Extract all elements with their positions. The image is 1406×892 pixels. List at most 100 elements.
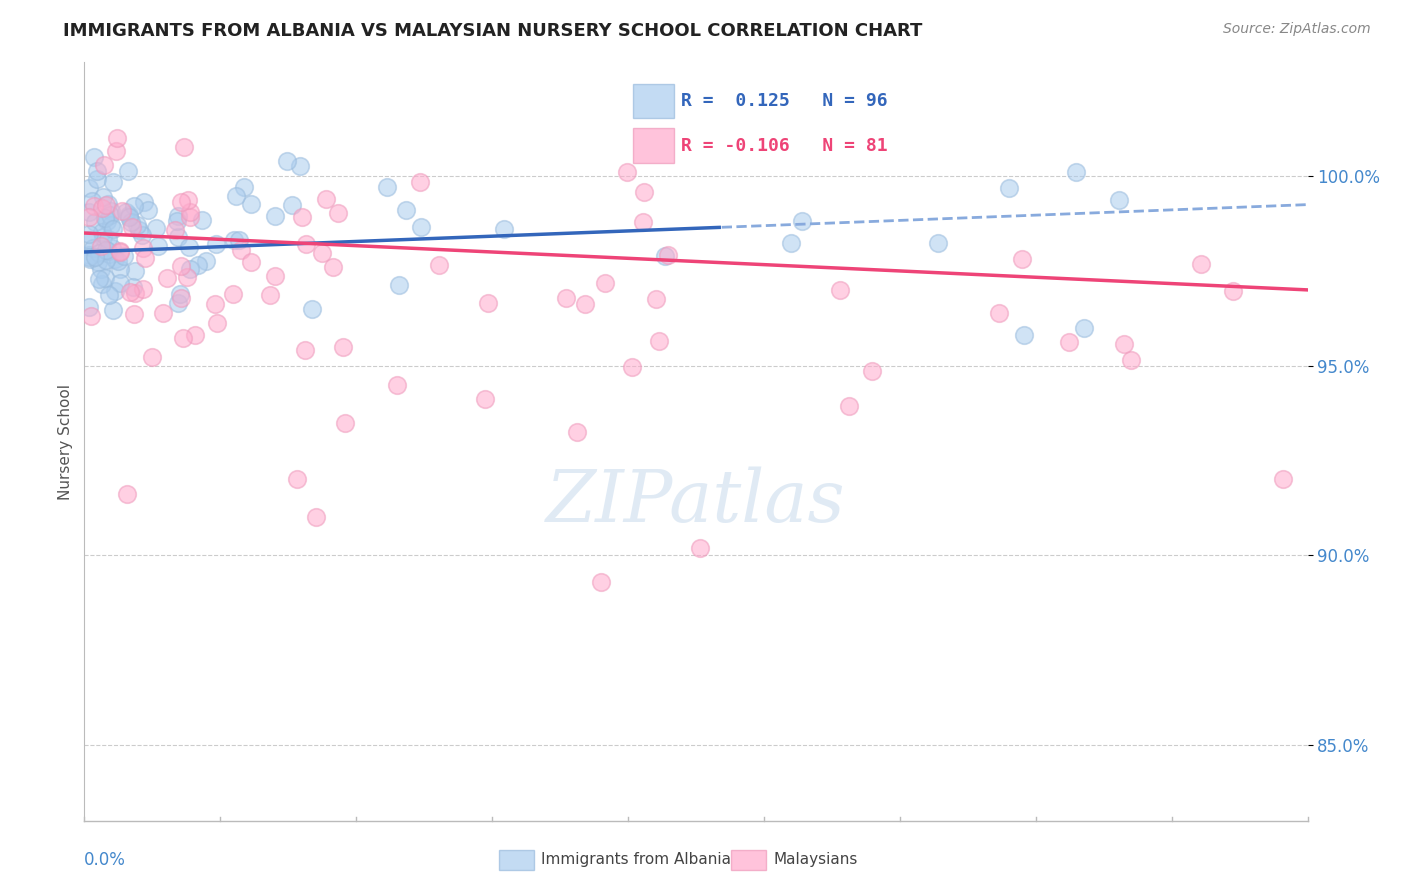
Text: Malaysians: Malaysians — [773, 853, 858, 867]
Point — [305, 510, 328, 524]
Point — [574, 297, 596, 311]
Point — [988, 306, 1011, 320]
Point — [132, 194, 155, 209]
Point — [204, 297, 226, 311]
Point — [173, 140, 195, 154]
Point — [176, 270, 198, 285]
Point — [183, 328, 205, 343]
Point — [83, 198, 105, 212]
Point — [492, 221, 515, 235]
Point — [333, 416, 356, 430]
Point — [87, 272, 110, 286]
Point — [190, 212, 212, 227]
Point — [98, 247, 121, 261]
Point — [1073, 320, 1095, 334]
Point — [222, 234, 245, 248]
Point — [97, 244, 120, 259]
Point — [654, 249, 676, 263]
Point — [163, 223, 186, 237]
Point — [111, 204, 134, 219]
Point — [170, 291, 193, 305]
Point — [170, 259, 193, 273]
Point — [131, 227, 153, 242]
Point — [124, 286, 146, 301]
Point — [128, 223, 150, 237]
Point — [998, 181, 1021, 195]
Point — [169, 286, 191, 301]
Text: Immigrants from Albania: Immigrants from Albania — [541, 853, 731, 867]
Point — [152, 306, 174, 320]
Point — [228, 233, 250, 247]
Point — [82, 241, 104, 255]
Point — [104, 252, 127, 266]
Point — [239, 196, 262, 211]
Point — [187, 258, 209, 272]
Point — [409, 175, 432, 189]
Point — [221, 287, 243, 301]
Point — [121, 279, 143, 293]
Point — [115, 487, 138, 501]
Point — [860, 364, 883, 378]
Point — [555, 292, 578, 306]
Point — [315, 193, 337, 207]
Point — [591, 574, 613, 589]
Point — [108, 277, 131, 291]
Point — [830, 283, 852, 297]
Point — [77, 300, 100, 314]
Point — [77, 233, 100, 247]
Point — [105, 131, 128, 145]
Point — [294, 236, 316, 251]
Point — [118, 208, 141, 222]
Point — [127, 218, 149, 232]
Point — [294, 343, 316, 357]
Point — [838, 399, 860, 413]
Point — [616, 165, 638, 179]
Point — [633, 215, 655, 229]
Point — [97, 232, 120, 246]
Point — [1057, 334, 1080, 349]
Point — [77, 181, 100, 195]
Y-axis label: Nursery School: Nursery School — [58, 384, 73, 500]
Point — [94, 270, 117, 285]
Point — [134, 252, 156, 266]
Point — [90, 201, 112, 215]
Point — [233, 180, 256, 194]
Point — [166, 214, 188, 228]
Point — [645, 293, 668, 307]
Text: 0.0%: 0.0% — [84, 851, 127, 869]
Point — [1189, 257, 1212, 271]
Point — [395, 202, 418, 217]
Point — [291, 210, 314, 224]
Point — [86, 255, 108, 269]
Point — [83, 215, 105, 229]
Point — [657, 248, 679, 262]
Point — [103, 303, 125, 318]
Point — [100, 241, 122, 255]
Point — [90, 261, 112, 276]
Point — [264, 209, 287, 223]
Point — [100, 204, 122, 219]
Point — [77, 248, 100, 262]
Point — [179, 204, 201, 219]
Point — [411, 219, 433, 234]
Point — [96, 198, 118, 212]
Point — [112, 249, 135, 263]
Point — [565, 425, 588, 439]
Point — [118, 210, 141, 224]
Point — [117, 164, 139, 178]
Point — [124, 264, 146, 278]
Point — [1114, 337, 1136, 351]
Point — [593, 277, 616, 291]
Point — [1108, 193, 1130, 207]
Point — [87, 246, 110, 260]
Point — [77, 250, 100, 264]
Point — [145, 221, 167, 235]
Point — [110, 244, 132, 259]
Point — [86, 163, 108, 178]
Point — [259, 288, 281, 302]
Point — [285, 472, 308, 486]
Point — [276, 153, 298, 168]
Point — [96, 214, 118, 228]
Point — [120, 215, 142, 229]
Point — [195, 253, 218, 268]
